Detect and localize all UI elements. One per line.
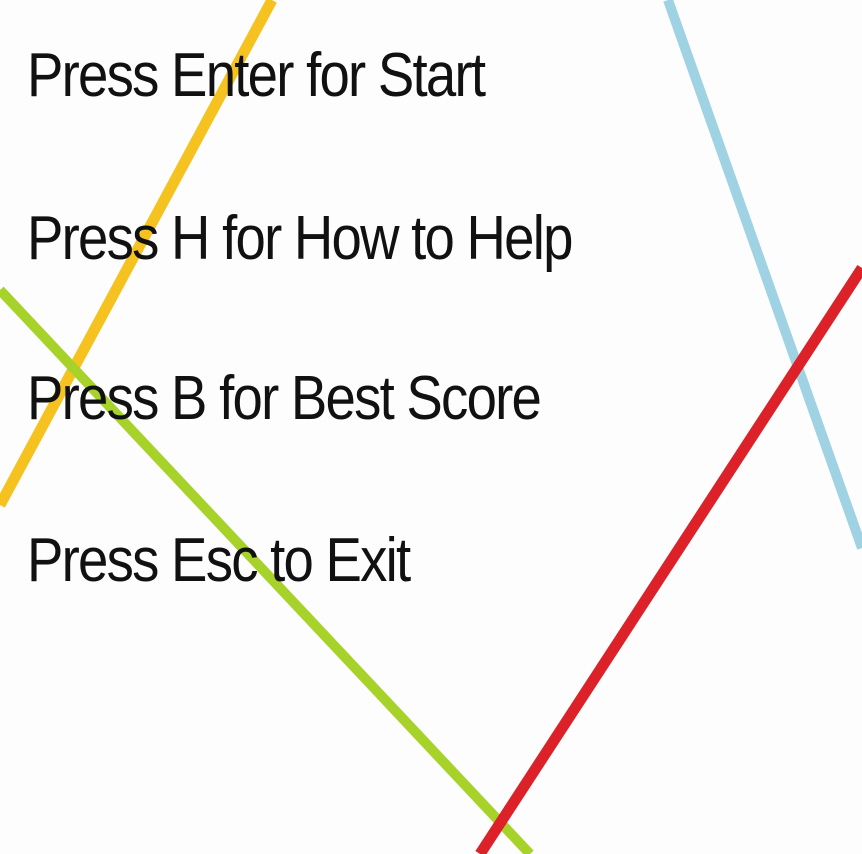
menu-item-exit[interactable]: Press Esc to Exit [27, 526, 411, 595]
blue-line [663, 0, 862, 550]
menu-item-start[interactable]: Press Enter for Start [27, 41, 486, 110]
menu-item-help[interactable]: Press H for How to Help [27, 204, 573, 273]
menu-item-best-score[interactable]: Press B for Best Score [27, 364, 542, 433]
yellow-line [0, 0, 277, 508]
green-line [0, 286, 534, 854]
red-line [475, 264, 862, 854]
